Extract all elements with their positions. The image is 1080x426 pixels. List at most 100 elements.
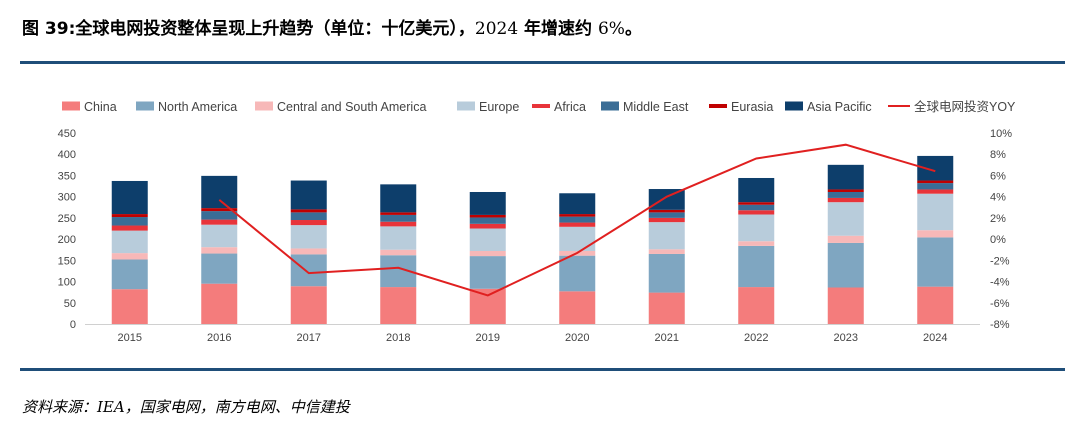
bar-segment-eurasia [469, 214, 506, 218]
source-note: 资料来源：IEA，国家电网，南方电网、中信建投 [22, 398, 350, 416]
bar-segment-europe [201, 224, 238, 248]
bar-segment-central-and-south-america [917, 230, 954, 238]
bar-segment-africa [469, 223, 506, 229]
figure-title-prefix: 图 39: [22, 19, 76, 39]
bar-segment-africa [380, 221, 417, 227]
y-left-tick-label: 0 [70, 319, 76, 331]
bar-segment-asia-pacific [559, 193, 596, 215]
legend-swatch [532, 104, 550, 108]
bar-segment-middle-east [201, 211, 238, 220]
bar-segment-china [738, 287, 775, 324]
bar-segment-central-and-south-america [469, 250, 506, 257]
bar-segment-europe [380, 226, 417, 250]
figure-title: 图 39:全球电网投资整体呈现上升趋势（单位：十亿美元），2024 年增速约 6… [22, 14, 642, 39]
bar-segment-central-and-south-america [648, 249, 685, 254]
figure-title-pct: 6% [597, 19, 625, 39]
y-left-tick-label: 250 [58, 213, 76, 225]
top-rule [20, 61, 1065, 64]
x-tick-label: 2018 [386, 332, 410, 344]
bar-segment-africa [559, 222, 596, 227]
legend-swatch [785, 101, 803, 111]
bar-segment-north-america [111, 259, 148, 290]
bar-segment-africa [201, 219, 238, 225]
bar-segment-asia-pacific [738, 177, 775, 203]
bar-segment-europe [738, 214, 775, 242]
bar-segment-central-and-south-america [827, 235, 864, 243]
bar-segment-central-and-south-america [111, 253, 148, 260]
bar-segment-eurasia [201, 208, 238, 212]
x-tick-label: 2015 [118, 332, 142, 344]
bar-segment-middle-east [469, 217, 506, 224]
bar-segment-eurasia [380, 212, 417, 215]
bar-segment-middle-east [738, 204, 775, 211]
bar-segment-china [380, 287, 417, 324]
bar-segment-middle-east [111, 217, 148, 226]
y-right-tick-label: -4% [990, 277, 1010, 289]
figure-title-year: 2024 [474, 19, 519, 39]
bar-segment-middle-east [559, 216, 596, 223]
legend-swatch [255, 101, 273, 111]
bar-segment-central-and-south-america [380, 249, 417, 256]
figure-title-mid: 年增速约 [518, 19, 598, 39]
bar-segment-north-america [559, 255, 596, 292]
y-left-tick-label: 450 [58, 128, 76, 140]
x-tick-label: 2019 [476, 332, 500, 344]
bar-segment-eurasia [559, 214, 596, 217]
x-tick-label: 2020 [565, 332, 589, 344]
legend-swatch [457, 101, 475, 111]
bar-segment-africa [827, 197, 864, 203]
bar-segment-central-and-south-america [201, 247, 238, 254]
bar-segment-middle-east [290, 212, 327, 221]
y-left-tick-label: 100 [58, 277, 76, 289]
legend-label: Eurasia [731, 100, 773, 114]
bar-segment-asia-pacific [648, 189, 685, 210]
bar-segment-africa [648, 217, 685, 223]
bar-segment-middle-east [380, 214, 417, 222]
bar-segment-eurasia [917, 180, 954, 184]
bar-segment-eurasia [648, 209, 685, 213]
legend-label: China [84, 100, 117, 114]
bar-segment-europe [111, 230, 148, 254]
x-tick-label: 2021 [655, 332, 679, 344]
bar-segment-europe [917, 193, 954, 231]
bar-segment-europe [648, 222, 685, 250]
bar-segment-north-america [917, 237, 954, 287]
bar-segment-china [469, 288, 506, 324]
y-right-tick-label: -2% [990, 255, 1010, 267]
bar-segment-asia-pacific [111, 180, 148, 215]
legend-label: North America [158, 100, 237, 114]
bar-segment-europe [827, 202, 864, 236]
legend-label: Middle East [623, 100, 689, 114]
y-right-tick-label: -6% [990, 298, 1010, 310]
legend-swatch [136, 101, 154, 111]
y-left-tick-label: 200 [58, 234, 76, 246]
y-right-tick-label: 8% [990, 149, 1006, 161]
bar-segment-eurasia [738, 202, 775, 205]
bar-segment-eurasia [827, 189, 864, 192]
bar-segment-middle-east [827, 191, 864, 198]
bar-segment-asia-pacific [827, 164, 864, 190]
bar-segment-china [917, 286, 954, 324]
bar-segment-central-and-south-america [738, 241, 775, 246]
bar-segment-asia-pacific [290, 180, 327, 210]
legend-label: Asia Pacific [807, 100, 872, 114]
bar-segment-china [559, 291, 596, 324]
y-left-tick-label: 350 [58, 170, 76, 182]
x-tick-label: 2022 [744, 332, 768, 344]
y-left-tick-label: 400 [58, 149, 76, 161]
bar-segment-asia-pacific [380, 184, 417, 213]
x-tick-label: 2016 [207, 332, 231, 344]
bar-segment-china [648, 292, 685, 324]
bar-segment-asia-pacific [201, 175, 238, 209]
x-tick-label: 2017 [297, 332, 321, 344]
bar-segment-eurasia [111, 214, 148, 218]
bar-segment-north-america [738, 245, 775, 288]
legend-label: Africa [554, 100, 586, 114]
y-left-tick-label: 150 [58, 255, 76, 267]
bar-segment-africa [917, 189, 954, 194]
legend-label: 全球电网投资YOY [914, 99, 1016, 114]
figure-title-end: 。 [624, 19, 642, 39]
y-right-tick-label: 2% [990, 213, 1006, 225]
y-right-tick-label: 0% [990, 234, 1006, 246]
